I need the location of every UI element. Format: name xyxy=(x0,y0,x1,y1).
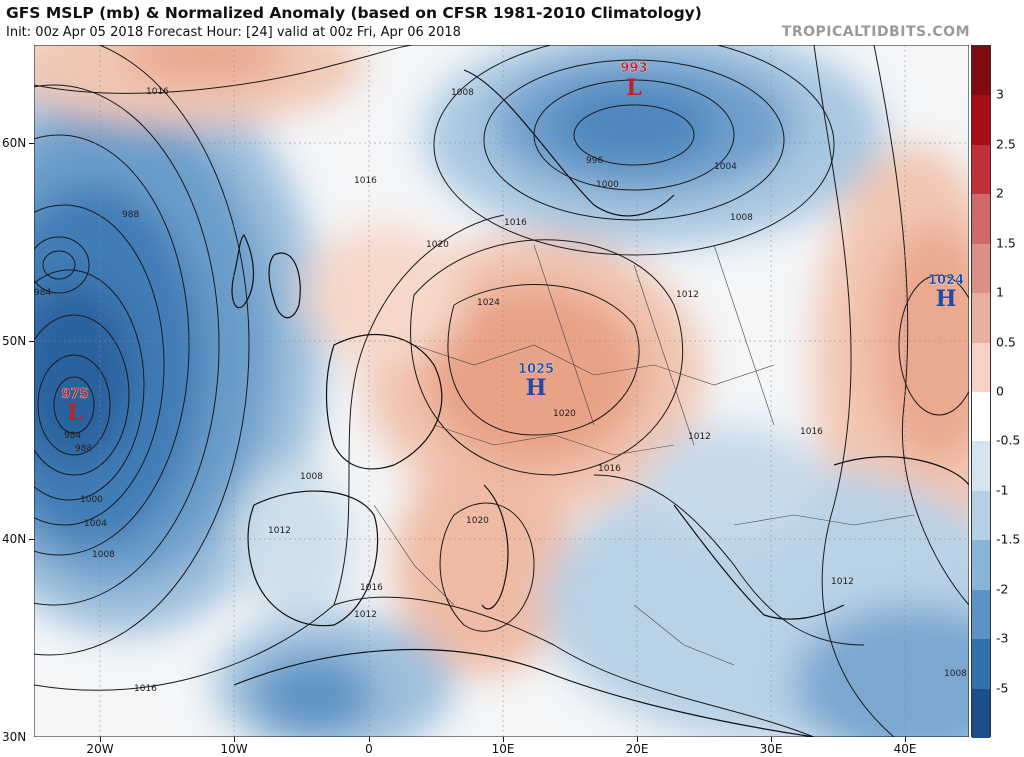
isobar-label: 1012 xyxy=(676,290,699,300)
lon-tick xyxy=(637,737,638,742)
isobar-label: 1008 xyxy=(730,213,753,223)
lon-tick xyxy=(100,737,101,742)
colorbar-segment xyxy=(972,540,990,590)
lat-label-30n: 30N xyxy=(2,730,27,744)
lon-label-10e: 10E xyxy=(491,742,515,756)
isobar-label: 1020 xyxy=(466,516,489,526)
colorbar-label: 0.5 xyxy=(996,334,1016,350)
colorbar-segment xyxy=(972,490,990,541)
lon-label-20w: 20W xyxy=(86,742,114,756)
lon-tick xyxy=(771,737,772,742)
isobar-label: 984 xyxy=(64,431,81,441)
colorbar-label: 3 xyxy=(996,86,1004,102)
isobar-label: 1016 xyxy=(360,583,383,593)
lon-tick xyxy=(503,737,504,742)
isobar-label: 1000 xyxy=(596,180,619,190)
coastlines xyxy=(231,69,969,737)
colorbar-segment xyxy=(972,589,990,640)
lat-tick xyxy=(29,539,34,540)
isobar-label: 1016 xyxy=(354,176,377,186)
colorbar-segment xyxy=(972,688,990,738)
high-1025-marker: H xyxy=(526,375,547,401)
colorbar-segment xyxy=(972,392,990,442)
colorbar-label: -2 xyxy=(996,581,1009,597)
site-brand: TROPICALTIDBITS.COM xyxy=(781,24,970,40)
lon-tick xyxy=(369,737,370,742)
high-1024-value: 1024 xyxy=(928,273,964,288)
lon-label-40e: 40E xyxy=(893,742,917,756)
isobar-label: 1008 xyxy=(92,550,115,560)
isobar-label: 1016 xyxy=(598,464,621,474)
colorbar-label: -0.5 xyxy=(996,432,1021,448)
high-1025-value: 1025 xyxy=(518,362,554,377)
colorbar-label: 2 xyxy=(996,185,1004,201)
high-1024-marker: H xyxy=(936,286,957,312)
colorbar-label: 2.5 xyxy=(996,136,1016,152)
isobar-label: 1016 xyxy=(146,87,169,97)
isobar-label: 1004 xyxy=(714,162,737,172)
isobar-label: 1012 xyxy=(688,432,711,442)
isobar-labels: 1016 1008 1016 988 984 984 988 1000 1004… xyxy=(34,87,967,694)
colorbar-label: -5 xyxy=(996,680,1009,696)
colorbar-segment xyxy=(972,639,990,689)
lat-label-50n: 50N xyxy=(2,334,27,348)
isobar-label: 1024 xyxy=(477,298,500,308)
low-975-marker: L xyxy=(67,400,82,426)
lat-label-60n: 60N xyxy=(2,136,27,150)
colorbar-segment xyxy=(972,144,990,195)
colorbar-label: 1 xyxy=(996,284,1004,300)
isobar-label: 996 xyxy=(586,156,603,166)
isobar-label: 1012 xyxy=(354,610,377,620)
lon-tick xyxy=(905,737,906,742)
isobar-label: 988 xyxy=(122,210,139,220)
lon-label-0: 0 xyxy=(365,742,373,756)
isobar-label: 1016 xyxy=(504,218,527,228)
colorbar-label: -1.5 xyxy=(996,531,1021,547)
colorbar-label: 0 xyxy=(996,383,1004,399)
isobar-label: 1020 xyxy=(426,240,449,250)
low-975-value: 975 xyxy=(61,387,88,402)
lon-label-30e: 30E xyxy=(759,742,783,756)
low-993-marker: L xyxy=(626,75,641,101)
isobar-label: 1008 xyxy=(451,88,474,98)
isobar-label: 1008 xyxy=(944,669,967,679)
pressure-anomaly-map: 1016 1008 1016 988 984 984 988 1000 1004… xyxy=(34,45,969,737)
lat-label-40n: 40N xyxy=(2,532,27,546)
isobar-label: 1000 xyxy=(80,495,103,505)
graticule xyxy=(34,45,969,737)
colorbar-segment xyxy=(972,342,990,392)
lon-label-20e: 20E xyxy=(625,742,649,756)
pressure-systems: 993 L 975 L 1025 H 1024 H xyxy=(61,61,964,426)
lon-label-10w: 10W xyxy=(220,742,248,756)
isobar-label: 988 xyxy=(75,444,92,454)
chart-subtitle: Init: 00z Apr 05 2018 Forecast Hour: [24… xyxy=(6,25,461,40)
isobar-label: 1020 xyxy=(553,409,576,419)
anomaly-field xyxy=(34,45,969,737)
isobar-label: 1012 xyxy=(831,577,854,587)
lat-tick xyxy=(29,341,34,342)
colorbar-label: 1.5 xyxy=(996,235,1016,251)
colorbar-segment xyxy=(972,194,990,244)
colorbar-segment xyxy=(972,243,990,294)
isobar-label: 984 xyxy=(34,288,51,298)
chart-title: GFS MSLP (mb) & Normalized Anomaly (base… xyxy=(6,4,702,22)
lon-tick xyxy=(234,737,235,742)
colorbar-segment xyxy=(972,46,990,96)
anomaly-colorbar xyxy=(971,45,991,738)
isobar-label: 1004 xyxy=(84,519,107,529)
colorbar-label: -1 xyxy=(996,482,1009,498)
colorbar-segment xyxy=(972,441,990,491)
colorbar-segment xyxy=(972,293,990,343)
isobar-label: 1012 xyxy=(268,526,291,536)
colorbar-segment xyxy=(972,95,990,145)
colorbar-label: -3 xyxy=(996,630,1009,646)
low-993-value: 993 xyxy=(620,61,647,76)
isobars xyxy=(34,45,969,737)
isobar-label: 1016 xyxy=(800,427,823,437)
isobar-label: 1016 xyxy=(134,684,157,694)
lat-tick xyxy=(29,143,34,144)
country-borders xyxy=(373,244,915,666)
isobar-label: 1008 xyxy=(300,472,323,482)
